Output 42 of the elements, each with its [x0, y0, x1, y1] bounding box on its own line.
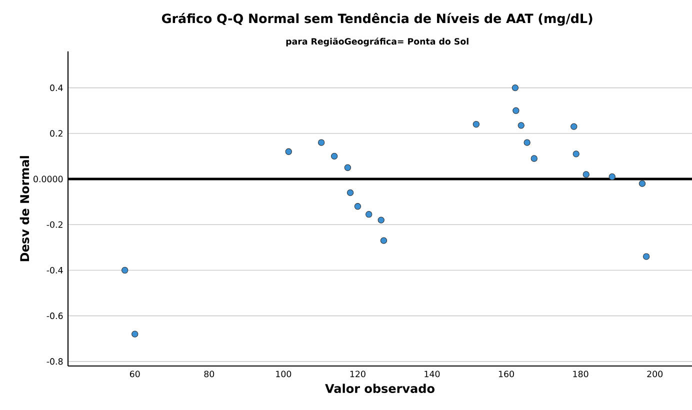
point: [378, 216, 384, 224]
point: [132, 330, 138, 338]
chart-title: Gráfico Q-Q Normal sem Tendência de Níveis de AAT (mg/dL): [162, 12, 592, 26]
point: [530, 155, 538, 162]
y-tick-label: 0.4: [50, 84, 63, 92]
y-tick-label: -0.6: [46, 312, 63, 320]
y-axis-title: Desv de Normal: [20, 156, 30, 262]
x-tick-label: 100: [276, 370, 292, 378]
x-tick-label: 120: [350, 370, 366, 378]
y-tick-label: -0.8: [46, 358, 63, 365]
x-tick-label: 200: [647, 370, 663, 378]
y-tick-label: 0.2: [50, 130, 62, 137]
point: [570, 123, 578, 130]
point: [380, 237, 388, 244]
point: [638, 180, 646, 187]
point: [354, 203, 362, 210]
point: [318, 139, 325, 146]
y-tick-label: -0.4: [46, 266, 63, 274]
point: [472, 120, 480, 128]
point: [346, 189, 354, 196]
point: [122, 266, 128, 274]
point: [285, 148, 292, 155]
point: [582, 171, 590, 178]
point: [608, 173, 616, 180]
y-tick-label: -0.2: [46, 221, 62, 228]
point: [512, 84, 519, 92]
point: [642, 253, 650, 260]
x-tick-label: 160: [498, 370, 514, 378]
point: [366, 211, 372, 218]
point: [330, 152, 338, 160]
point: [512, 107, 520, 114]
x-tick-label: 60: [130, 370, 140, 378]
x-tick-label: 140: [424, 370, 440, 378]
point: [572, 150, 580, 158]
point: [524, 139, 530, 146]
chart-subtitle: para RegiãoGeográfica= Ponta do Sol: [286, 38, 468, 46]
x-axis-title: Valor observado: [325, 384, 434, 394]
x-tick-label: 80: [204, 370, 214, 378]
point: [344, 164, 352, 171]
point: [518, 122, 524, 129]
y-tick-label: 0.0000: [34, 176, 63, 182]
x-tick-label: 180: [573, 370, 588, 378]
